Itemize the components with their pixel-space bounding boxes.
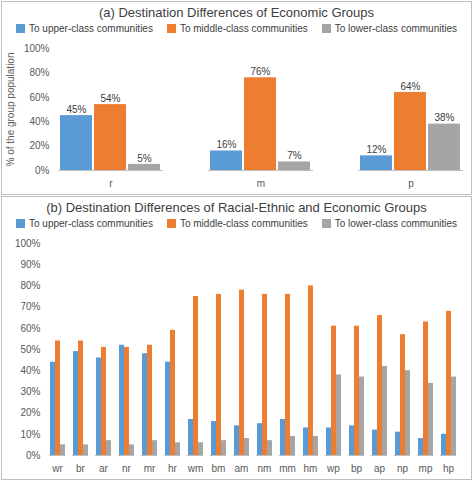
svg-text:54%: 54% <box>100 93 120 104</box>
html-text:(a) Destination Differences of: (a) Destination Differences of Economic … <box>99 5 374 20</box>
svg-text:am: am <box>235 463 249 474</box>
svg-text:70%: 70% <box>20 301 40 312</box>
svg-text:12%: 12% <box>366 144 386 155</box>
svg-text:60%: 60% <box>20 323 40 334</box>
svg-text:16%: 16% <box>216 139 236 150</box>
svg-text:ar: ar <box>99 463 109 474</box>
svg-text:40%: 40% <box>20 365 40 376</box>
html-text:To lower-class communities: To lower-class communities <box>334 218 457 229</box>
svg-text:bp: bp <box>351 463 363 474</box>
svg-text:hp: hp <box>443 463 455 474</box>
svg-text:90%: 90% <box>20 259 40 270</box>
svg-text:nr: nr <box>122 463 132 474</box>
svg-text:20%: 20% <box>29 140 49 151</box>
svg-text:np: np <box>397 463 409 474</box>
svg-text:80%: 80% <box>29 67 49 78</box>
svg-text:100%: 100% <box>15 238 41 249</box>
svg-text:100%: 100% <box>24 43 50 54</box>
svg-text:76%: 76% <box>250 66 270 77</box>
html-text:To middle-class communities: To middle-class communities <box>179 218 308 229</box>
svg-text:hr: hr <box>168 463 178 474</box>
svg-text:7%: 7% <box>287 150 302 161</box>
svg-text:10%: 10% <box>20 429 40 440</box>
svg-text:40%: 40% <box>29 116 49 127</box>
svg-text:% of the group population: % of the group population <box>5 53 16 167</box>
svg-text:wm: wm <box>187 463 204 474</box>
svg-text:hm: hm <box>304 463 318 474</box>
svg-text:wr: wr <box>51 463 63 474</box>
svg-text:r: r <box>109 178 113 189</box>
html-text:(b) Destination Differences of: (b) Destination Differences of Racial-Et… <box>46 200 427 215</box>
html-text:To lower-class communities: To lower-class communities <box>334 23 457 34</box>
html-text:To upper-class communities: To upper-class communities <box>29 218 153 229</box>
html-text:To middle-class communities: To middle-class communities <box>179 23 308 34</box>
svg-text:30%: 30% <box>20 386 40 397</box>
svg-text:ap: ap <box>374 463 386 474</box>
svg-text:bm: bm <box>212 463 226 474</box>
svg-text:mp: mp <box>419 463 433 474</box>
svg-text:0%: 0% <box>26 450 41 461</box>
svg-text:20%: 20% <box>20 407 40 418</box>
html-text:To upper-class communities: To upper-class communities <box>29 23 153 34</box>
svg-text:45%: 45% <box>66 104 86 115</box>
svg-text:60%: 60% <box>29 92 49 103</box>
svg-text:br: br <box>76 463 86 474</box>
svg-text:m: m <box>257 178 265 189</box>
svg-text:wp: wp <box>326 463 340 474</box>
svg-text:64%: 64% <box>400 81 420 92</box>
svg-text:5%: 5% <box>137 153 152 164</box>
svg-text:nm: nm <box>258 463 272 474</box>
svg-text:50%: 50% <box>20 344 40 355</box>
svg-text:0%: 0% <box>35 165 50 176</box>
svg-text:mr: mr <box>144 463 156 474</box>
svg-text:mm: mm <box>279 463 296 474</box>
svg-text:80%: 80% <box>20 280 40 291</box>
svg-text:p: p <box>408 178 414 189</box>
svg-text:38%: 38% <box>434 112 454 123</box>
